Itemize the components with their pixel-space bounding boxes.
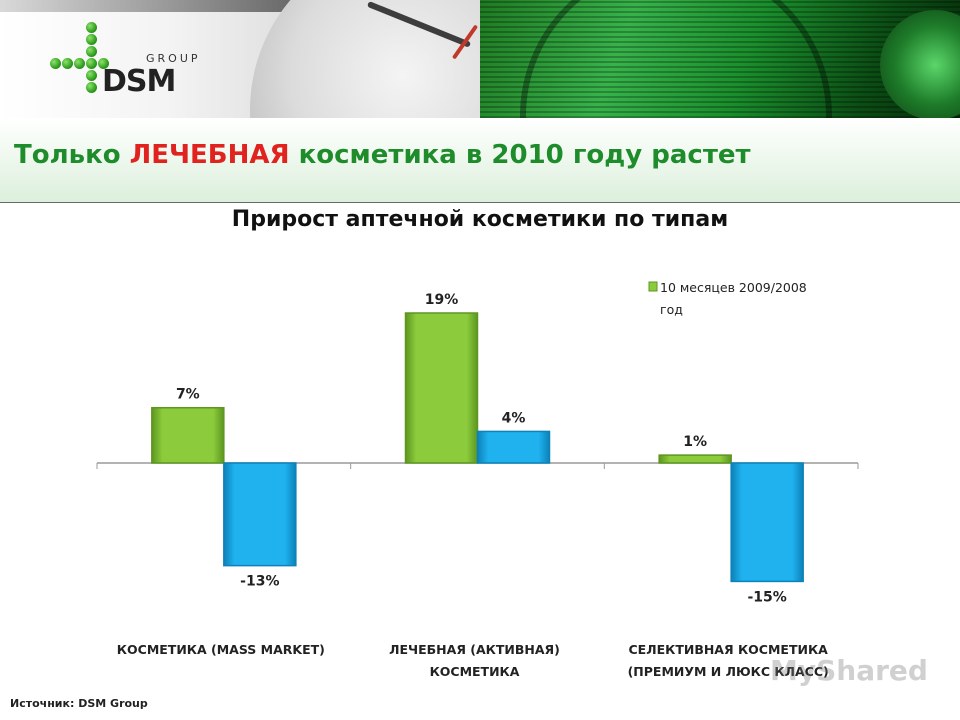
slide-title-part: Только <box>14 140 130 170</box>
slide-title: Только ЛЕЧЕБНАЯ косметика в 2010 году ра… <box>14 140 751 170</box>
bar-blue <box>476 430 551 464</box>
bar-green <box>404 312 479 464</box>
chart-title: Прирост аптечной косметики по типам <box>231 207 729 232</box>
data-label: -13% <box>240 574 279 590</box>
data-label: -15% <box>748 589 787 605</box>
slide-title-highlight: ЛЕЧЕБНАЯ <box>129 140 290 170</box>
logo-dot <box>86 58 97 69</box>
legend-swatch <box>648 281 658 292</box>
logo-dot <box>86 82 97 93</box>
source-note: Источник: DSM Group <box>10 697 148 710</box>
logo-brand-text: DSM <box>102 64 176 99</box>
logo-dot <box>86 34 97 45</box>
green-gear-image <box>880 10 960 118</box>
data-label: 4% <box>502 410 526 426</box>
category-label: КОСМЕТИКА (MASS MARKET) <box>117 642 325 657</box>
watermark: MyShared <box>770 654 928 687</box>
dsm-group-logo: GROUP DSM <box>50 22 198 102</box>
logo-dot <box>98 58 109 69</box>
bar-blue <box>223 462 297 567</box>
category-label: (ПРЕМИУМ И ЛЮКС КЛАСС) <box>628 664 829 679</box>
legend-label: год <box>660 302 683 317</box>
data-label: 19% <box>425 292 459 308</box>
bar-green <box>658 454 732 464</box>
data-label: 7% <box>176 387 200 403</box>
category-label: ЛЕЧЕБНАЯ (АКТИВНАЯ) <box>389 642 560 657</box>
title-band <box>0 118 960 203</box>
data-label: 1% <box>683 434 707 450</box>
header-banner <box>0 0 960 118</box>
logo-dot <box>62 58 73 69</box>
bar-blue <box>730 462 804 583</box>
bar-green <box>151 406 225 464</box>
category-label: СЕЛЕКТИВНАЯ КОСМЕТИКА <box>628 642 828 657</box>
logo-dot <box>50 58 61 69</box>
logo-dot <box>86 70 97 81</box>
logo-group-text: GROUP <box>146 52 201 65</box>
logo-dot <box>86 46 97 57</box>
logo-dot <box>86 22 97 33</box>
legend-label: 10 месяцев 2009/2008 <box>660 280 807 295</box>
category-label: КОСМЕТИКА <box>430 664 520 679</box>
slide-title-part: косметика в 2010 году растет <box>289 140 751 170</box>
logo-dot <box>74 58 85 69</box>
